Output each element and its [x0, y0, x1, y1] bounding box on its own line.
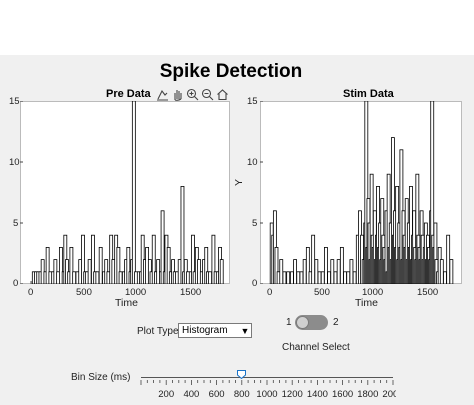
histogram-bar — [346, 271, 351, 285]
slider-thumb[interactable] — [237, 370, 246, 379]
x-tick-label: 0 — [267, 287, 273, 298]
y-tick-label: 15 — [9, 96, 20, 107]
home-icon[interactable] — [215, 87, 229, 101]
y-tick-label: 15 — [247, 96, 258, 107]
histogram-bar — [349, 259, 354, 285]
x-tick-label: 1500 — [417, 287, 439, 298]
toggle-knob — [296, 316, 309, 329]
slider-tick-label: 400 — [183, 389, 199, 400]
histogram-bar — [118, 271, 123, 285]
histogram-bar — [443, 271, 447, 285]
histogram-bar — [87, 259, 92, 285]
chevron-down-icon: ▼ — [240, 325, 250, 336]
histogram-bar — [317, 271, 322, 285]
pre-data-title: Pre Data — [106, 88, 151, 100]
histogram-bar — [330, 259, 335, 285]
slider-tick-label: 1200 — [282, 389, 303, 400]
bin-size-scale: 200 400 600 800 1000 1200 1400 1600 1800 2000 — [140, 380, 396, 400]
histogram-bar — [302, 259, 307, 285]
y-tick-label: 0 — [252, 278, 258, 289]
y-tick-label: 0 — [13, 278, 19, 289]
slider-tick-label: 1000 — [256, 389, 277, 400]
histogram-bar — [314, 259, 319, 285]
histogram-bar — [279, 259, 284, 285]
histogram-bar — [343, 271, 347, 285]
pre-data-axes — [20, 100, 230, 285]
y-axis-label: Y — [233, 178, 245, 186]
slider-tick-label: 1600 — [332, 389, 353, 400]
histogram-bar — [320, 271, 325, 285]
channel-select-label: Channel Select — [282, 342, 350, 353]
plot-type-value: Histogram — [182, 325, 228, 336]
histogram-bar — [296, 271, 301, 285]
x-axis-label: Time — [115, 297, 138, 309]
bin-size-slider[interactable] — [141, 377, 393, 378]
histogram-bar — [446, 234, 451, 285]
slider-tick-label: 600 — [209, 389, 225, 400]
x-tick-label: 1000 — [125, 287, 147, 298]
histogram-bar — [439, 259, 444, 285]
slider-tick-label: 2000 — [382, 389, 396, 400]
plot-type-dropdown[interactable]: Histogram ▼ — [178, 323, 252, 338]
histogram-bar — [219, 259, 224, 285]
histogram-bar — [299, 271, 304, 285]
x-axis-label: Time — [355, 297, 378, 309]
slider-tick-label: 1400 — [307, 389, 328, 400]
y-tick-label: 5 — [13, 218, 19, 229]
channel-left-label: 1 — [286, 317, 292, 328]
zoom-in-icon[interactable] — [185, 87, 199, 101]
histogram-bar — [131, 100, 136, 285]
histogram-bar — [293, 259, 297, 285]
pre-data-chart — [20, 100, 230, 285]
histogram-bar — [449, 259, 454, 285]
histogram-bar — [289, 271, 294, 285]
zoom-out-icon[interactable] — [200, 87, 214, 101]
histogram-bar — [95, 271, 100, 285]
histogram-bar — [327, 271, 332, 285]
x-tick-label: 0 — [28, 287, 34, 298]
stim-data-axes — [260, 100, 462, 285]
histogram-bar — [339, 246, 344, 285]
histogram-bar — [286, 271, 291, 285]
x-tick-label: 500 — [314, 287, 330, 298]
histogram-bar — [72, 271, 77, 285]
slider-tick-label: 1800 — [357, 389, 378, 400]
channel-right-label: 2 — [333, 317, 339, 328]
histogram-bar — [208, 271, 213, 285]
x-tick-label: 1000 — [362, 287, 384, 298]
histogram-bar — [336, 259, 341, 285]
bin-size-label: Bin Size (ms) — [71, 372, 131, 383]
axes-toolbar — [155, 87, 229, 101]
y-tick-label: 10 — [9, 157, 20, 168]
slider-tick-label: 200 — [158, 389, 174, 400]
histogram-bar — [352, 271, 357, 285]
x-tick-label: 1500 — [180, 287, 202, 298]
export-icon[interactable] — [155, 87, 169, 101]
histogram-bar — [333, 271, 338, 285]
histogram-bar — [282, 271, 287, 285]
stim-data-chart — [260, 100, 462, 285]
histogram-bar — [324, 246, 328, 285]
pan-icon[interactable] — [170, 87, 184, 101]
plot-type-label: Plot Type — [137, 326, 179, 337]
stim-data-title: Stim Data — [343, 88, 394, 100]
slider-tick-label: 800 — [234, 389, 250, 400]
page-title: Spike Detection — [159, 61, 303, 82]
channel-toggle[interactable] — [295, 315, 328, 330]
histogram-bar — [180, 186, 185, 285]
y-tick-label: 5 — [252, 218, 258, 229]
y-tick-label: 10 — [247, 157, 258, 168]
histogram-bar — [311, 234, 316, 285]
x-tick-label: 500 — [76, 287, 92, 298]
histogram-bar — [98, 246, 103, 285]
